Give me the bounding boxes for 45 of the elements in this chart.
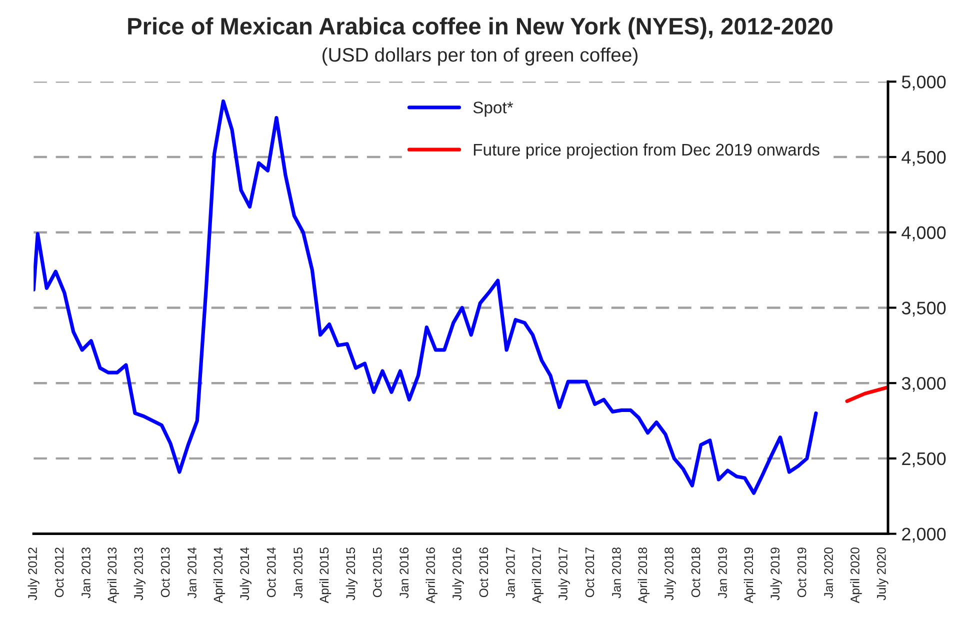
x-tick-label: Oct 2014 (266, 547, 276, 598)
x-tick-label: July 2020 (876, 547, 888, 600)
x-tick-label: Oct 2019 (797, 548, 806, 598)
x-tick-label: July 2019 (770, 548, 782, 600)
y-tick-label: 2,000 (902, 528, 946, 543)
x-tick-label: Oct 2015 (372, 548, 382, 598)
x-tick-label: April 2019 (744, 548, 756, 604)
x-tick-label: April 2013 (107, 548, 120, 604)
x-tick-label: Oct 2018 (691, 548, 700, 598)
x-tick-label: July 2014 (240, 547, 252, 600)
x-tick-label: April 2020 (850, 547, 862, 604)
y-tick-label: 2,500 (902, 452, 946, 468)
x-tick-label: April 2014 (213, 547, 226, 604)
y-tick-label: 4,500 (902, 150, 946, 166)
x-tick-label: Jan 2016 (400, 548, 409, 598)
x-tick-label: Jan 2015 (294, 548, 302, 598)
chart-subtitle: (USD dollars per ton of green coffee) (322, 47, 638, 66)
x-tick-label: Jan 2017 (506, 548, 515, 598)
x-tick-label: Jan 2013 (82, 548, 90, 598)
y-tick-label: 5,000 (902, 76, 946, 90)
x-tick-label: April 2017 (532, 548, 544, 604)
x-tick-label: Jan 2020 (824, 547, 833, 598)
line-series (34, 99, 818, 495)
x-tick-label: July 2017 (558, 548, 570, 600)
x-tick-label: Oct 2016 (479, 548, 488, 598)
legend-label: Spot* (473, 102, 514, 117)
x-tick-label: Jan 2019 (718, 548, 727, 598)
x-tick-label: July 2013 (134, 548, 146, 600)
x-tick-label: July 2012 (28, 548, 40, 600)
x-tick-label: April 2016 (426, 548, 438, 604)
y-tick-label: 3,000 (902, 377, 946, 392)
x-tick-label: Oct 2017 (585, 548, 594, 598)
y-tick-label: 4,000 (902, 226, 946, 242)
x-tick-label: July 2016 (452, 548, 464, 600)
x-tick-label: April 2015 (319, 548, 332, 604)
legend-label: Future price projection from Dec 2019 onwards (474, 143, 820, 159)
x-tick-label: Jan 2018 (612, 548, 621, 598)
x-tick-label: Jan 2014 (188, 547, 196, 598)
chart-title: Price of Mexican Arabica coffee in New York (NYES), 2012-2020 (128, 17, 832, 40)
x-tick-label: July 2018 (664, 548, 676, 600)
x-tick-label: July 2015 (346, 548, 358, 600)
y-tick-label: 3,500 (902, 302, 946, 317)
x-tick-label: Oct 2013 (160, 548, 170, 598)
x-tick-label: Oct 2012 (54, 548, 64, 598)
x-tick-label: April 2018 (638, 548, 650, 604)
